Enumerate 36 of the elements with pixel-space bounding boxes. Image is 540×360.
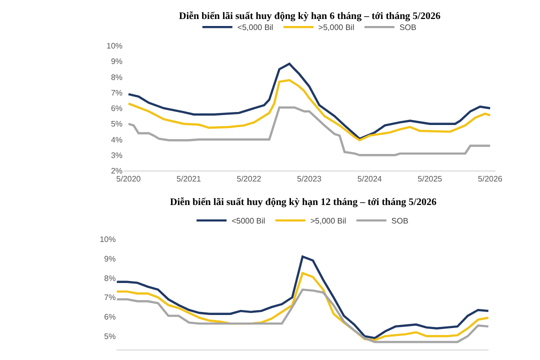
legend-label: SOB <box>399 23 416 32</box>
line-series <box>127 106 492 156</box>
chart-title: Diễn biến lãi suất huy động kỳ hạn 12 tháng – tới tháng 5/2026 <box>170 197 436 208</box>
y-tick-label: 9% <box>110 57 123 66</box>
legend-label: SOB <box>391 216 408 226</box>
y-tick-label: 2% <box>110 166 123 176</box>
y-tick-label: 5% <box>110 120 123 129</box>
chart-title: Diễn biến lãi suất huy động kỳ hạn 6 tháng – tới tháng 5/2026 <box>179 11 440 22</box>
x-tick-label: 5/2025 <box>418 174 443 184</box>
line-series <box>116 272 488 342</box>
x-tick-label: 5/2024 <box>357 174 382 184</box>
y-tick-label: 9% <box>104 254 116 264</box>
line-series <box>116 288 488 344</box>
y-tick-label: 8% <box>104 274 116 283</box>
y-tick-label: 7% <box>110 88 123 98</box>
legend-label: >5,000 Bil <box>310 216 346 226</box>
line-series <box>116 256 488 340</box>
y-tick-label: 10% <box>100 234 116 244</box>
y-tick-label: 8% <box>110 72 123 82</box>
y-tick-label: 4% <box>110 135 123 144</box>
y-tick-label: 3% <box>110 150 123 160</box>
legend-label: <5000 Bil <box>232 216 266 226</box>
y-tick-label: 5% <box>104 332 116 341</box>
legend-label: <5,000 Bil <box>237 23 274 32</box>
y-tick-label: 6% <box>110 104 123 114</box>
x-tick-label: 5/2026 <box>478 174 503 184</box>
y-tick-label: 7% <box>104 293 116 302</box>
line-series <box>127 62 492 140</box>
x-tick-label: 5/2021 <box>176 174 202 184</box>
x-tick-label: 5/2022 <box>236 174 262 184</box>
x-tick-label: 5/2023 <box>296 174 322 184</box>
y-tick-label: 6% <box>104 312 116 322</box>
y-tick-label: 10% <box>106 42 123 51</box>
legend-label: >5,000 Bil <box>318 23 354 32</box>
x-tick-label: 5/2020 <box>116 174 142 184</box>
line-series <box>127 79 492 142</box>
